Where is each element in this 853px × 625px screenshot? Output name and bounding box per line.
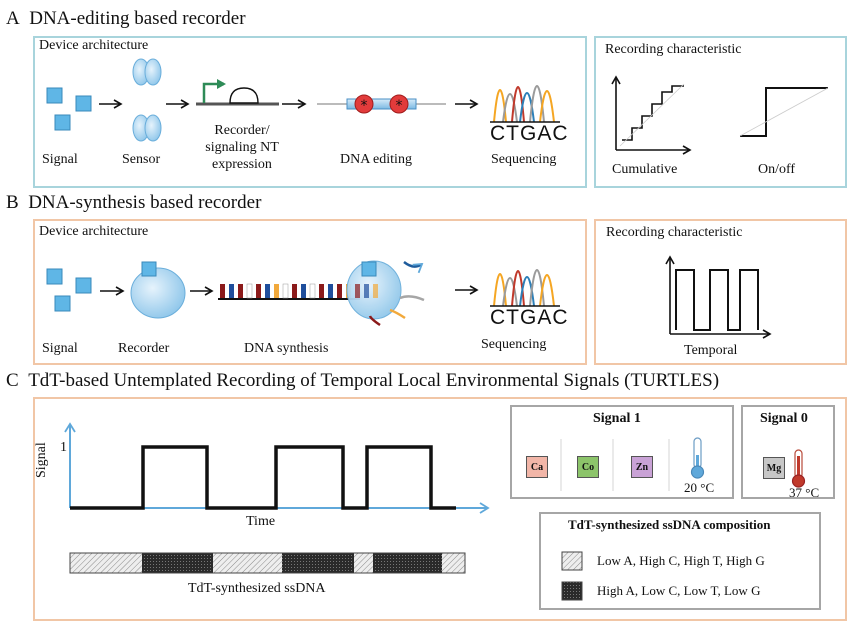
panel-a-device-label: Device architecture (39, 38, 149, 53)
panel-c-box (33, 397, 847, 621)
signal1-title: Signal 1 (593, 411, 641, 426)
panel-c-title: C TdT-based Untemplated Recording of Tem… (6, 370, 719, 392)
ssdna-label: TdT-synthesized ssDNA (188, 581, 326, 596)
char-cumulative-label: Cumulative (612, 162, 678, 177)
panel-a-signal-squares (46, 87, 92, 131)
expression-line-1: Recorder/ (214, 123, 270, 138)
onoff-plot (739, 87, 829, 137)
chip-zn: Zn (631, 456, 653, 478)
chromatogram-a-icon (490, 85, 560, 123)
svg-text:*: * (361, 98, 368, 114)
expression-line-2: signaling NT (205, 140, 279, 155)
temporal-plot (665, 255, 772, 339)
step-sequencing-a: Sequencing (491, 152, 557, 167)
legend-title: TdT-synthesized ssDNA composition (568, 517, 771, 532)
panel-b-heading: DNA-synthesis based recorder (28, 192, 262, 213)
char-onoff-label: On/off (758, 162, 796, 177)
step-editing: DNA editing (340, 152, 412, 167)
step-expression: Recorder/ signaling NT expression (196, 122, 288, 173)
signal0-title: Signal 0 (760, 411, 808, 426)
panel-b-char-box (594, 219, 847, 365)
chip-mg: Mg (763, 457, 785, 479)
panel-a-char-box (594, 36, 847, 188)
panel-b-char-label: Recording characteristic (606, 225, 743, 240)
panel-b-signal-squares (46, 268, 92, 312)
panel-b-letter: B (6, 192, 19, 213)
step-sensor: Sensor (122, 152, 161, 167)
panel-a-char-label: Recording characteristic (605, 42, 742, 57)
seq-text-a: CTGAC (490, 122, 569, 145)
step-signal-a: Signal (42, 152, 78, 167)
cumulative-plot (611, 75, 692, 155)
panel-a-device-box (33, 36, 587, 188)
expression-cassette-icon (196, 79, 279, 106)
panel-a-heading: DNA-editing based recorder (29, 8, 246, 29)
chromatogram-b-icon (490, 269, 560, 307)
panel-b-title: B DNA-synthesis based recorder (6, 192, 261, 214)
x-axis-label: Time (246, 514, 276, 529)
recorder-icon (130, 261, 186, 319)
synthesized-strand-icon (218, 283, 360, 300)
legend-light-label: Low A, High C, High T, High G (597, 553, 765, 568)
legend-swatches (561, 551, 583, 601)
svg-text:*: * (396, 98, 403, 114)
thermometer-hot-icon (791, 449, 806, 488)
panel-c-letter: C (6, 370, 19, 391)
panel-a-letter: A (6, 8, 20, 29)
signal0-temp: 37 °C (789, 485, 820, 500)
seq-text-b: CTGAC (490, 306, 569, 329)
ssdna-bar (69, 552, 466, 574)
y-tick-1: 1 (60, 440, 67, 455)
step-recorder: Recorder (118, 341, 170, 356)
dna-editing-icon: * * (317, 94, 446, 114)
chip-co: Co (577, 456, 599, 478)
panel-b-device-box (33, 219, 587, 365)
signal1-box (510, 405, 734, 499)
chip-ca: Ca (526, 456, 548, 478)
tdt-enzyme-icon (346, 260, 425, 327)
legend-box (539, 512, 821, 610)
panel-c-heading: TdT-based Untemplated Recording of Tempo… (28, 370, 720, 391)
step-synthesis: DNA synthesis (244, 341, 329, 356)
legend-dark-label: High A, Low C, Low T, Low G (597, 583, 761, 598)
turtles-signal-chart (64, 422, 490, 514)
signal1-temp: 20 °C (684, 480, 715, 495)
expression-line-3: expression (212, 157, 272, 172)
thermometer-cold-icon (690, 437, 705, 479)
y-axis-label: Signal (34, 442, 49, 478)
char-temporal-label: Temporal (684, 343, 738, 358)
panel-a-title: A DNA-editing based recorder (6, 8, 246, 30)
step-signal-b: Signal (42, 341, 78, 356)
step-sequencing-b: Sequencing (481, 337, 547, 352)
signal-box-dividers (560, 439, 670, 491)
sensor-icon (132, 58, 162, 142)
signal0-box (741, 405, 835, 499)
panel-b-device-label: Device architecture (39, 224, 149, 239)
